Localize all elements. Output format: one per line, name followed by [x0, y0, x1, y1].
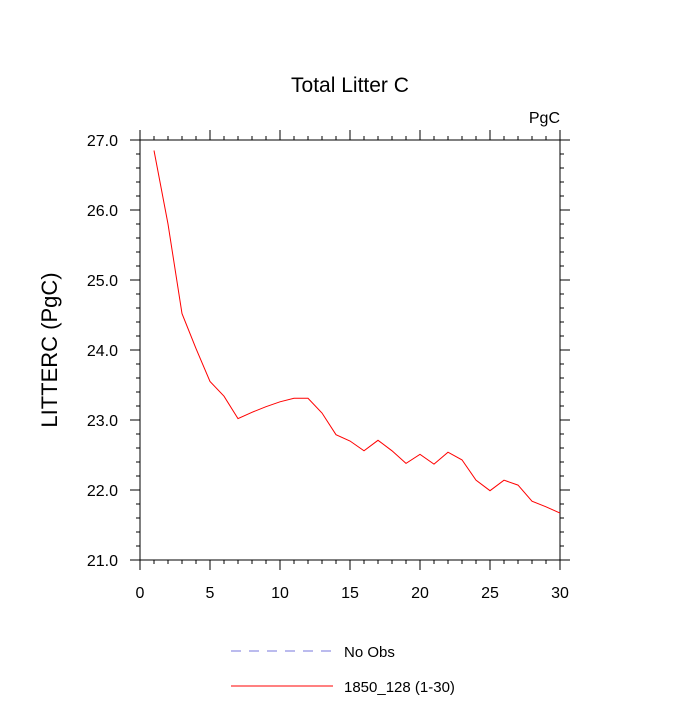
x-tick-label: 10: [271, 585, 289, 602]
x-tick-label: 20: [411, 585, 429, 602]
chart-title: Total Litter C: [291, 74, 409, 97]
x-axis: 0 5 10 15 20 25 30: [136, 130, 569, 602]
y-tick-label: 23.0: [87, 413, 118, 430]
y-tick-label: 26.0: [87, 203, 118, 220]
y-tick-label: 24.0: [87, 343, 118, 360]
y-tick-label: 27.0: [87, 133, 118, 150]
y-tick-label: 25.0: [87, 273, 118, 290]
series-line-1: [153, 150, 561, 514]
y-tick-label: 22.0: [87, 483, 118, 500]
series-layer: [153, 150, 561, 514]
plot-frame: [139, 139, 561, 561]
units-label: PgC: [529, 110, 560, 127]
y-tick-label: 21.0: [87, 553, 118, 570]
x-tick-label: 5: [206, 585, 215, 602]
x-tick-label: 15: [341, 585, 359, 602]
minor-ticks: [136, 136, 564, 564]
x-tick-label: 0: [136, 585, 145, 602]
x-tick-label: 25: [481, 585, 499, 602]
x-tick-label: 30: [551, 585, 569, 602]
legend: No Obs 1850_128 (1-30): [231, 644, 455, 696]
y-axis-label: LITTERC (PgC): [37, 272, 62, 427]
legend-label-0: No Obs: [344, 644, 395, 661]
y-axis: 21.0 22.0 23.0 24.0 25.0 26.0 27.0: [87, 133, 570, 570]
legend-label-1: 1850_128 (1-30): [344, 679, 455, 696]
